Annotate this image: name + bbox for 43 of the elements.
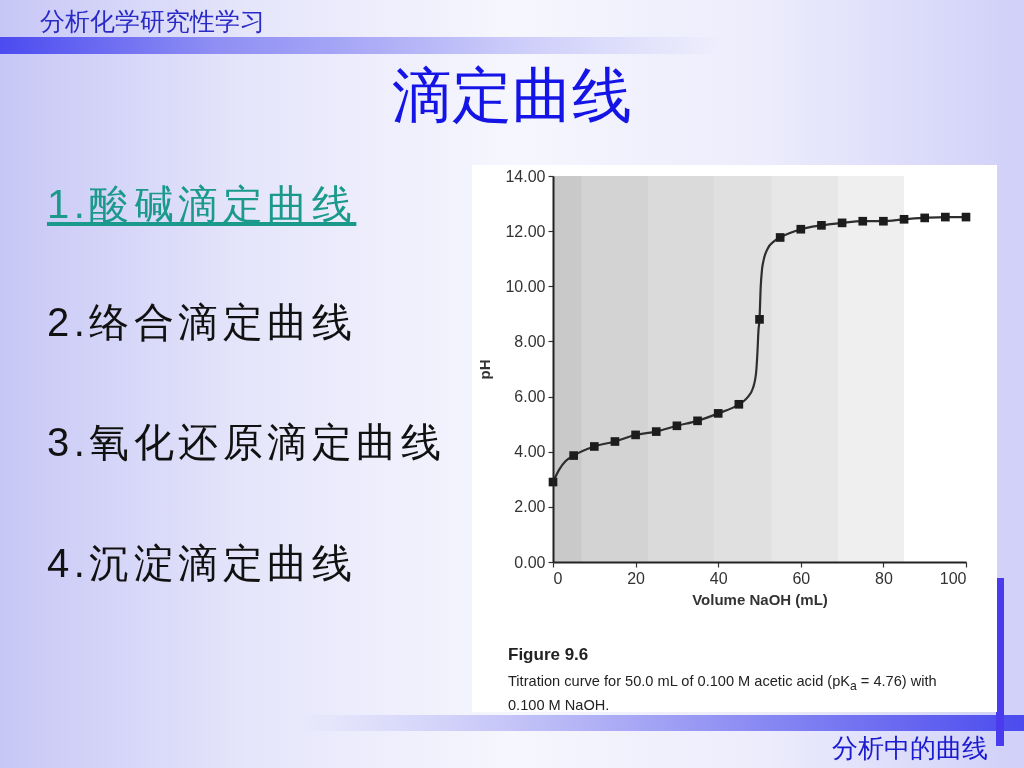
point	[693, 416, 702, 426]
y-tick-label: 14.00	[505, 167, 546, 185]
text: 3.氧化还原滴定曲线	[47, 420, 446, 464]
x-tick-label: 40	[709, 569, 728, 587]
y-tick-label: 4.00	[514, 443, 546, 461]
text: Titration curve for 50.0 mL of 0.100 M acetic acid (pK$_{a}$ = 4.76) with 0.100 M NaOH.	[508, 673, 937, 713]
x-axis-title: Volume NaOH (mL)	[692, 590, 828, 608]
point	[920, 213, 930, 223]
point	[941, 212, 950, 222]
point	[589, 442, 599, 451]
point	[734, 399, 744, 409]
x-tick-label: 80	[875, 569, 893, 587]
text: 2.络合滴定曲线	[47, 300, 357, 344]
point	[713, 409, 723, 418]
chart-title: 滴定曲线	[391, 62, 633, 129]
point	[569, 451, 578, 460]
y-tick-label: 8.00	[514, 332, 546, 350]
text: 1.酸碱滴定曲线	[47, 182, 357, 226]
point	[858, 216, 868, 226]
point	[879, 216, 888, 226]
y-tick-label: 2.00	[514, 498, 546, 516]
y-tick-label: 6.00	[514, 388, 546, 406]
point	[796, 224, 806, 234]
text: 分析化学研究性学习	[40, 7, 265, 35]
point	[610, 437, 620, 446]
x-tick-label: 0	[553, 569, 563, 587]
text: 分析中的曲线	[832, 733, 988, 763]
y-axis-title: pH	[476, 359, 494, 380]
point	[755, 315, 764, 324]
y-tick-label: 10.00	[505, 277, 546, 295]
x-tick-label: 20	[627, 569, 646, 587]
x-tick-label: 60	[792, 569, 811, 587]
caption: Figure 9.6	[508, 645, 589, 664]
point	[817, 221, 826, 230]
point	[631, 430, 640, 440]
point	[672, 421, 682, 431]
point	[775, 233, 785, 242]
y-tick-label: 12.00	[505, 222, 546, 240]
text: 4.沉淀滴定曲线	[47, 541, 357, 585]
point	[651, 427, 661, 436]
x-tick-label: 100	[939, 569, 967, 587]
y-tick-label: 0.00	[514, 553, 546, 571]
point	[899, 214, 909, 224]
